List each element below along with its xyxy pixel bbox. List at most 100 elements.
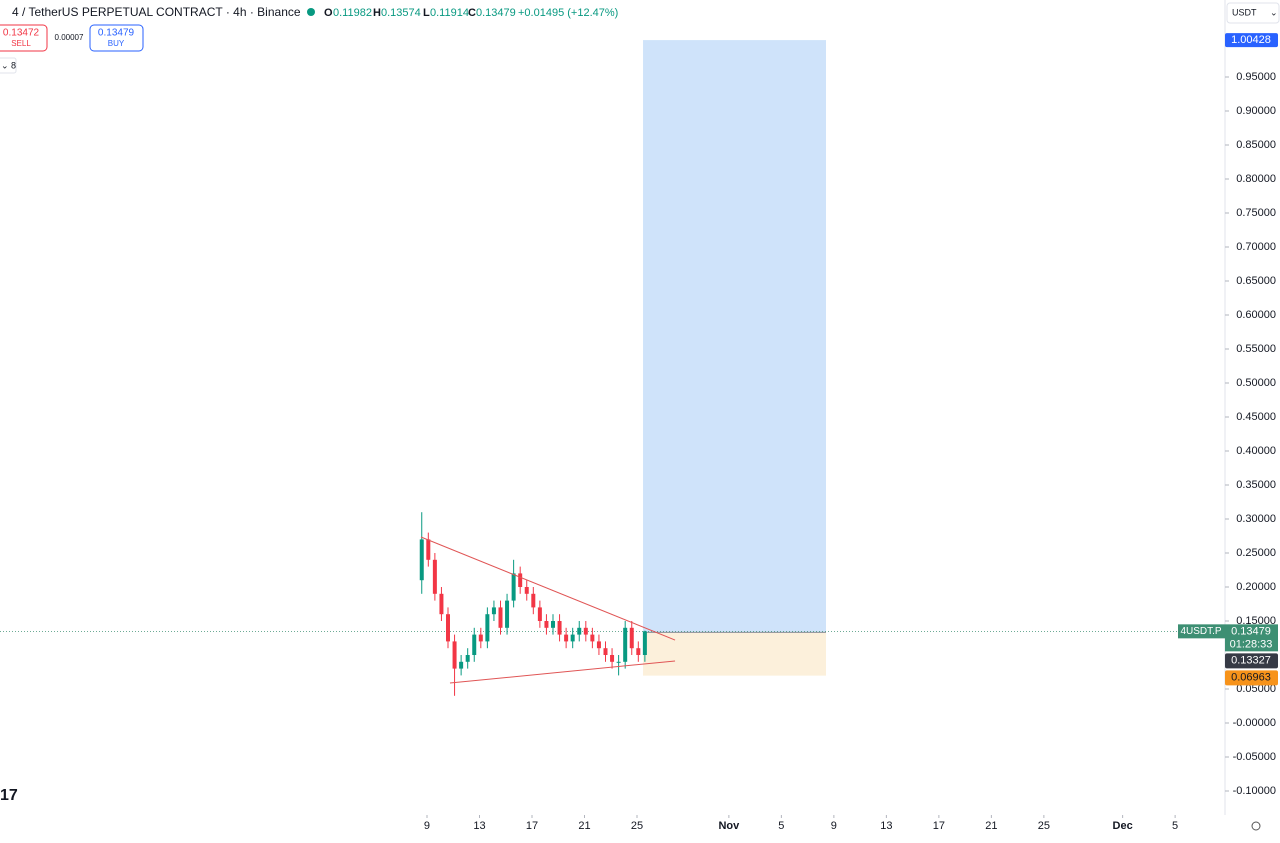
x-tick-label: 13 [880,820,892,832]
x-tick-label: 17 [526,820,538,832]
y-tick-label: -0.10000 [1233,785,1276,797]
candle-body [642,631,647,656]
candle-body [524,587,529,594]
y-tick-label: 0.85000 [1236,139,1276,151]
symbol-label: 4USDT.P [1180,626,1221,637]
x-tick-label: 17 [933,820,945,832]
ohlc-key: C [468,7,476,19]
y-tick-label: 0.45000 [1236,411,1276,423]
ohlc-key: L [423,7,430,19]
candle-body [439,593,444,615]
buy-label[interactable]: BUY [108,39,125,48]
change: +0.01495 (+12.47%) [518,7,618,19]
candle-body [583,627,588,635]
y-tick-label: 0.90000 [1236,105,1276,117]
dropdown-arrow[interactable]: ⌄ [1270,7,1278,17]
candle-body [511,573,516,601]
symbol-title: 4 / TetherUS PERPETUAL CONTRACT · 4h · B… [12,5,301,19]
x-tick-label: Dec [1113,820,1133,832]
candle-body [544,621,549,628]
sell-button[interactable] [0,24,48,52]
y-tick-label: 0.95000 [1236,71,1276,83]
currency[interactable]: USDT [1232,7,1257,17]
price-label: 1.00428 [1231,34,1271,46]
candle-body [465,655,470,662]
x-tick-label: 5 [778,820,784,832]
price-label: 0.13327 [1231,654,1271,666]
status-dot [307,8,315,16]
x-tick-label: 9 [831,820,837,832]
candle-body [616,661,621,663]
x-tick-label: 21 [985,820,997,832]
candle-body [432,559,437,594]
x-tick-label: 13 [473,820,485,832]
settings-icon[interactable] [1251,821,1261,831]
buy-button[interactable] [89,24,144,52]
candle-body [550,621,555,628]
tv-logo[interactable]: 17 [0,787,18,804]
sell-price[interactable]: 0.13472 [3,28,40,39]
candle-body [459,661,464,669]
x-tick-label: 25 [631,820,643,832]
y-tick-label: -0.05000 [1233,751,1276,763]
price-label-box [1225,653,1278,669]
candle-body [426,539,431,560]
price-label-box [1225,33,1278,48]
x-tick-label: 5 [1172,820,1178,832]
plot: 0.95000 0.90000 0.85000 0.80000 0.75000 0.700… [0,33,1278,832]
candle-body [570,634,575,642]
y-tick-label: 0.80000 [1236,173,1276,185]
y-tick-label: 0.50000 [1236,377,1276,389]
candle-body [531,593,536,608]
ohlc-key: H [373,7,381,19]
ohlc-value: 0.13479 [476,7,516,19]
last-price-box [1225,624,1278,652]
candle-body [596,641,601,649]
ohlc-value: 0.11982 [333,7,372,19]
candle-body [452,641,457,669]
currency-select[interactable] [1226,2,1280,24]
last-price: 0.13479 [1231,625,1271,637]
y-tick-label: 0.65000 [1236,275,1276,287]
profit-zone [643,40,826,633]
candle-body [472,634,477,656]
candle-body [603,648,608,656]
loss-zone [643,632,826,676]
candle-body [537,607,542,622]
y-tick-label: 0.40000 [1236,445,1276,457]
candle-body [505,600,510,628]
y-tick-label: 0.15000 [1236,615,1276,627]
y-tick-label: 0.35000 [1236,479,1276,491]
candle-body [491,607,496,615]
y-tick-label: 0.05000 [1236,683,1276,695]
candle-body [577,627,582,635]
candle-body [518,573,523,588]
x-tick-label: 21 [578,820,590,832]
x-tick-label: 9 [424,820,430,832]
spread: 0.00007 [55,33,84,42]
candle-body [636,648,641,656]
sell-label[interactable]: SELL [11,39,31,48]
x-tick-label: Nov [718,820,740,832]
ohlc-key: O [324,7,333,19]
candle-body [557,621,562,635]
trendline [420,536,676,641]
ohlc-value: 0.11914 [430,7,469,19]
price-label: 0.06963 [1231,671,1271,683]
y-tick-label: 0.70000 [1236,241,1276,253]
candle-body [623,627,628,662]
y-tick-label: 0.25000 [1236,547,1276,559]
candle-body [590,634,595,642]
buy-price[interactable]: 0.13479 [98,28,135,39]
indicator-count[interactable]: ⌄ 8 [1,60,16,70]
symbol-label-box [1178,624,1225,639]
x-tick-label: 25 [1038,820,1050,832]
candle-body [610,655,615,662]
y-tick-label: 0.20000 [1236,581,1276,593]
y-tick-label: 0.55000 [1236,343,1276,355]
candle-body [478,634,483,642]
indicator-toggle[interactable] [0,57,17,74]
